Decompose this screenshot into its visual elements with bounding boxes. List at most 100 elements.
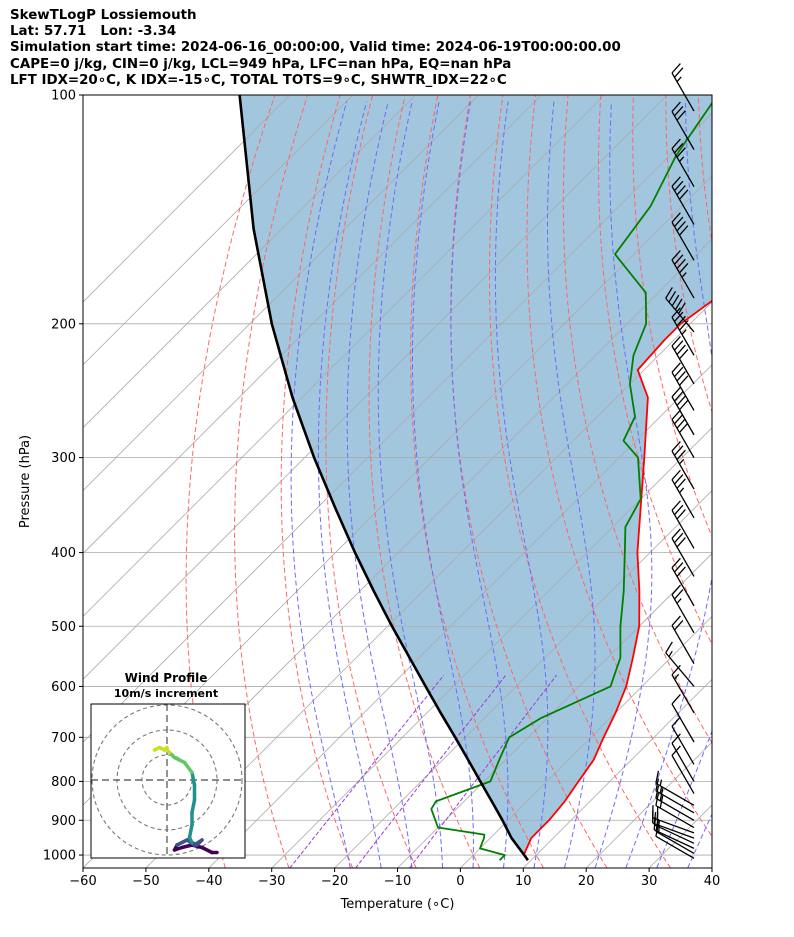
x-tick-label: −60 — [69, 874, 96, 889]
y-tick-label: 600 — [51, 680, 76, 695]
dewpoint-profile — [430, 101, 712, 861]
parcel-profile — [238, 95, 529, 862]
title-station: SkewTLogP Lossiemouth — [10, 8, 197, 23]
wind-barb — [671, 469, 695, 519]
wind-barb — [671, 176, 695, 225]
wind-barb — [665, 641, 695, 687]
hodograph-subtitle: 10m/s increment — [114, 687, 218, 700]
hodograph-trace-segment — [190, 770, 197, 787]
dry-adiabat — [185, 95, 276, 868]
wind-barb — [671, 138, 695, 187]
x-tick-label: −30 — [258, 874, 285, 889]
temperature-profile — [522, 299, 712, 861]
y-axis-label: Pressure (hPa) — [18, 435, 33, 528]
hodograph-trace-segment — [152, 745, 162, 752]
wind-barb — [671, 63, 695, 112]
wind-barb — [671, 716, 695, 765]
wind-barb — [671, 212, 695, 261]
y-tick-label: 1000 — [43, 849, 76, 864]
dry-adiabat — [489, 95, 672, 868]
cin-shaded-area — [239, 95, 712, 861]
wind-barb — [655, 770, 695, 806]
x-tick-label: −40 — [195, 874, 222, 889]
y-tick-label: 400 — [51, 546, 76, 561]
wind-barb — [671, 528, 695, 577]
isotherm-line — [83, 95, 479, 492]
hodograph-axes: Wind Profile 10m/s increment — [90, 671, 246, 859]
dry-adiabat — [526, 95, 712, 838]
moist-adiabat — [317, 101, 382, 868]
dry-adiabat — [234, 95, 308, 868]
moist-adiabat — [346, 101, 413, 868]
isotherm-line — [83, 95, 605, 617]
isotherm-line — [397, 552, 712, 868]
wind-barb — [671, 694, 695, 743]
wind-barb — [671, 386, 695, 436]
x-tick-label: −20 — [321, 874, 348, 889]
isotherm-line — [523, 678, 712, 868]
x-tick-label: −50 — [132, 874, 159, 889]
moist-adiabat — [547, 101, 596, 868]
title-coordinates: Lat: 57.71 Lon: -3.34 — [10, 24, 177, 40]
figure-header: SkewTLogP Lossiemouth Lat: 57.71 Lon: -3… — [10, 8, 621, 89]
isotherm-line — [83, 95, 354, 366]
hodograph-title: Wind Profile — [125, 671, 208, 685]
title-cape-summary: CAPE=0 j/kg, CIN=0 j/kg, LCL=949 hPa, LF… — [10, 56, 512, 72]
wind-barb — [671, 733, 695, 782]
hodograph-trace-segment — [182, 760, 194, 775]
moist-adiabat — [625, 101, 712, 868]
wind-barb — [671, 584, 695, 634]
dry-adiabat — [597, 95, 712, 646]
x-tick-label: 30 — [641, 874, 658, 889]
wind-barb — [671, 664, 695, 714]
x-tick-label: 10 — [515, 874, 532, 889]
y-tick-label: 500 — [51, 620, 76, 635]
y-tick-label: 800 — [51, 775, 76, 790]
wind-barb — [671, 101, 695, 150]
moist-adiabat — [450, 101, 509, 868]
wind-barb — [671, 500, 695, 549]
plot-area — [83, 95, 712, 868]
isotherm-line — [83, 95, 291, 303]
wind-barb — [671, 250, 695, 299]
isotherm-line — [334, 490, 712, 868]
y-tick-label: 900 — [51, 814, 76, 829]
x-tick-label: 40 — [704, 874, 721, 889]
hodograph-trace-segment — [190, 798, 197, 815]
wind-barb — [671, 557, 695, 607]
x-tick-label: 20 — [578, 874, 595, 889]
isotherm-line — [83, 112, 712, 743]
hodograph-frame — [90, 703, 246, 859]
moist-adiabat — [494, 101, 549, 868]
hodograph-trace-segment — [175, 838, 189, 847]
wind-barb — [671, 335, 695, 385]
hodograph-trace-segment — [200, 845, 214, 855]
x-tick-label: −10 — [384, 874, 411, 889]
isotherm-line — [145, 301, 712, 868]
wind-barb — [652, 805, 695, 834]
dry-adiabat — [562, 95, 712, 744]
mixing-ratio-line — [355, 674, 507, 868]
y-tick-label: 700 — [51, 731, 76, 746]
mixing-ratio-line — [409, 674, 557, 868]
dry-adiabat — [665, 95, 712, 414]
wind-barb — [665, 287, 695, 333]
x-tick-label: 0 — [456, 874, 464, 889]
isotherm-line — [83, 95, 542, 555]
hodograph-trace-segment — [187, 823, 194, 840]
y-tick-label: 200 — [51, 317, 76, 332]
moist-adiabat — [412, 101, 474, 868]
dry-adiabat — [368, 95, 481, 868]
y-tick-label: 300 — [51, 451, 76, 466]
isotherm-line — [460, 615, 712, 868]
mixing-ratio-line — [289, 674, 445, 868]
x-axis-label: Temperature (∘C) — [340, 897, 455, 912]
dry-adiabat — [325, 95, 417, 868]
dry-adiabat — [410, 95, 544, 868]
title-indices: LFT IDX=20∘C, K IDX=-15∘C, TOTAL TOTS=9∘… — [10, 72, 507, 88]
isotherm-line — [208, 364, 712, 868]
isotherm-line — [271, 427, 712, 868]
title-times: Simulation start time: 2024-06-16_00:00:… — [10, 40, 621, 56]
